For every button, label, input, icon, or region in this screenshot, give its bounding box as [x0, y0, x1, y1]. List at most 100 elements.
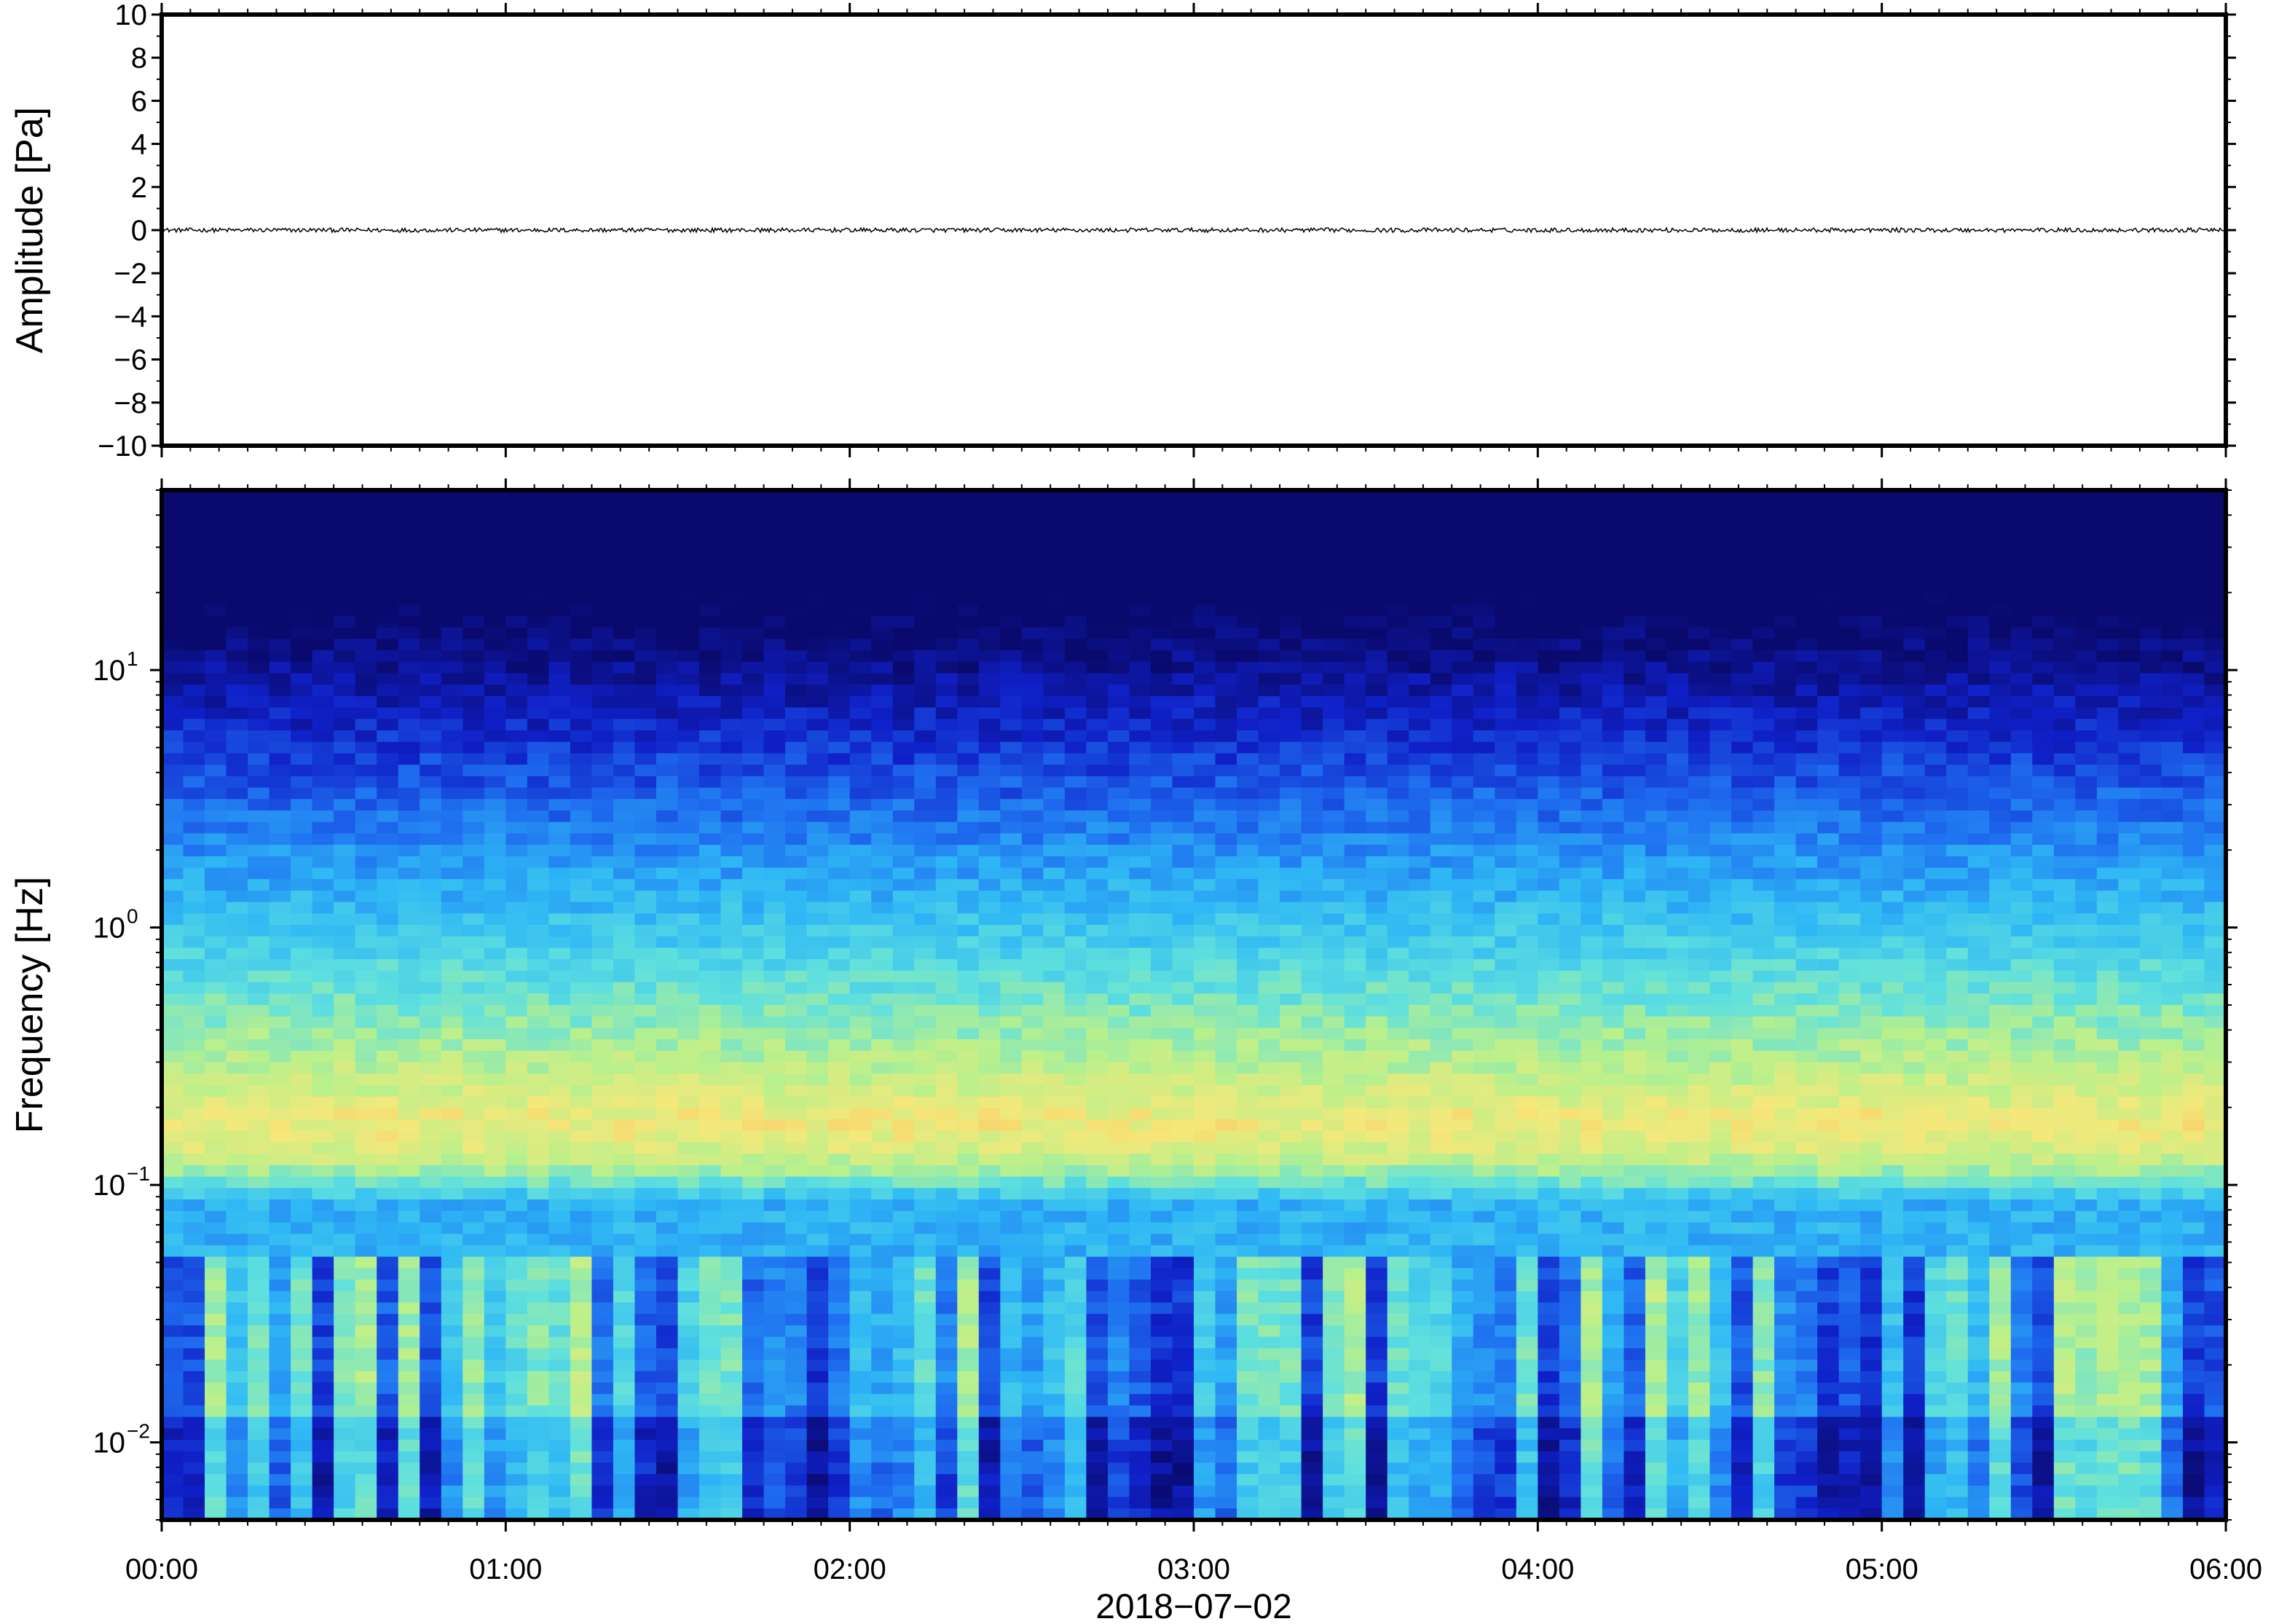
spectrogram-cell	[269, 993, 291, 1006]
spectrogram-cell	[677, 1508, 700, 1521]
spectrogram-cell	[677, 1371, 700, 1384]
spectrogram-cell	[935, 1508, 958, 1521]
spectrogram-cell	[1021, 1314, 1044, 1326]
spectrogram-cell	[978, 1050, 1001, 1063]
spectrogram-cell	[162, 799, 184, 811]
spectrogram-cell	[1194, 1039, 1216, 1052]
spectrogram-cell	[957, 1474, 980, 1486]
spectrogram-cell	[291, 650, 313, 663]
spectrogram-cell	[1237, 501, 1259, 514]
spectrogram-cell	[355, 936, 377, 949]
spectrogram-cell	[205, 947, 227, 960]
spectrogram-cell	[720, 513, 743, 525]
spectrogram-cell	[763, 650, 786, 663]
spectrogram-cell	[291, 1348, 313, 1360]
spectrogram-cell	[935, 1440, 958, 1452]
spectrogram-cell	[1000, 1348, 1023, 1360]
spectrogram-cell	[1237, 1348, 1259, 1360]
spectrogram-cell	[162, 627, 184, 639]
spectrogram-cell	[1150, 1130, 1173, 1143]
spectrogram-cell	[1172, 1188, 1194, 1200]
spectrogram-cell	[248, 661, 270, 674]
spectrogram-cell	[1258, 1062, 1280, 1074]
spectrogram-cell	[463, 1474, 485, 1486]
spectrogram-cell	[613, 1199, 636, 1212]
spectrogram-cell	[763, 524, 786, 537]
spectrogram-cell	[505, 856, 528, 869]
spectrogram-cell	[1194, 719, 1216, 731]
spectrogram-cell	[312, 719, 334, 731]
spectrogram-cell	[849, 1290, 872, 1304]
spectrogram-cell	[677, 753, 700, 765]
spectrogram-cell	[1000, 1142, 1023, 1154]
spectrogram-cell	[806, 1016, 829, 1029]
spectrogram-cell	[849, 513, 872, 525]
spectrogram-cell	[763, 1050, 786, 1063]
spectrogram-cell	[334, 1176, 356, 1189]
spectrogram-cell	[785, 810, 808, 823]
spectrogram-cell	[1237, 1451, 1259, 1464]
spectrogram-cell	[1237, 821, 1259, 834]
spectrogram-cell	[505, 547, 528, 559]
spectrogram-cell	[742, 1290, 765, 1304]
spectrogram-cell	[463, 902, 485, 914]
spectrogram-cell	[763, 569, 786, 583]
spectrogram-cell	[957, 490, 980, 502]
spectrogram-cell	[463, 1039, 485, 1052]
spectrogram-cell	[355, 867, 377, 880]
spectrogram-cell	[828, 1119, 851, 1132]
spectrogram-cell	[226, 1451, 248, 1464]
spectrogram-cell	[505, 707, 528, 720]
spectrogram-cell	[677, 959, 700, 971]
spectrogram-cell	[334, 524, 356, 537]
spectrogram-cell	[1043, 1062, 1066, 1074]
spectrogram-cell	[162, 604, 184, 617]
spectrogram-cell	[613, 1210, 636, 1223]
spectrogram-cell	[269, 879, 291, 891]
spectrogram-cell	[591, 569, 614, 583]
spectrogram-cell	[785, 559, 808, 571]
spectrogram-cell	[548, 1348, 571, 1360]
spectrogram-cell	[1150, 947, 1173, 960]
spectrogram-cell	[183, 1382, 205, 1395]
spectrogram-cell	[420, 1336, 442, 1349]
spectrogram-cell	[312, 685, 334, 697]
spectrogram-cell	[634, 1199, 657, 1212]
spectrogram-cell	[677, 1062, 700, 1074]
spectrogram-cell	[162, 856, 184, 869]
spectrogram-cell	[677, 650, 700, 663]
spectrogram-cell	[806, 707, 829, 720]
spectrogram-cell	[1021, 1462, 1044, 1475]
spectrogram-cell	[527, 1508, 549, 1521]
spectrogram-cell	[398, 1325, 420, 1338]
spectrogram-cell	[1129, 1360, 1152, 1372]
spectrogram-cell	[1000, 559, 1023, 571]
spectrogram-cell	[420, 1142, 442, 1154]
spectrogram-cell	[1150, 776, 1173, 789]
spectrogram-cell	[1043, 673, 1066, 685]
spectrogram-cell	[248, 615, 270, 628]
spectrogram-cell	[1021, 1325, 1044, 1338]
spectrogram-cell	[828, 1336, 851, 1349]
spectrogram-cell	[591, 1348, 614, 1360]
spectrogram-cell	[463, 1485, 485, 1498]
spectrogram-cell	[505, 1073, 528, 1086]
spectrogram-cell	[1000, 661, 1023, 674]
spectrogram-cell	[1215, 1485, 1237, 1498]
spectrogram-cell	[205, 1142, 227, 1154]
spectrogram-cell	[720, 787, 743, 800]
spectrogram-cell	[420, 1497, 442, 1509]
spectrogram-cell	[1237, 1050, 1259, 1063]
spectrogram-cell	[656, 1474, 679, 1486]
spectrogram-cell	[1194, 615, 1216, 628]
spectrogram-cell	[1150, 719, 1173, 731]
spectrogram-cell	[226, 1256, 248, 1269]
spectrogram-cell	[441, 890, 463, 903]
spectrogram-cell	[849, 685, 872, 697]
spectrogram-cell	[1280, 1348, 1302, 1360]
spectrogram-cell	[441, 1302, 463, 1314]
spectrogram-cell	[505, 581, 528, 594]
spectrogram-cell	[806, 753, 829, 765]
spectrogram-cell	[505, 1164, 528, 1178]
spectrogram-cell	[1237, 1462, 1259, 1475]
